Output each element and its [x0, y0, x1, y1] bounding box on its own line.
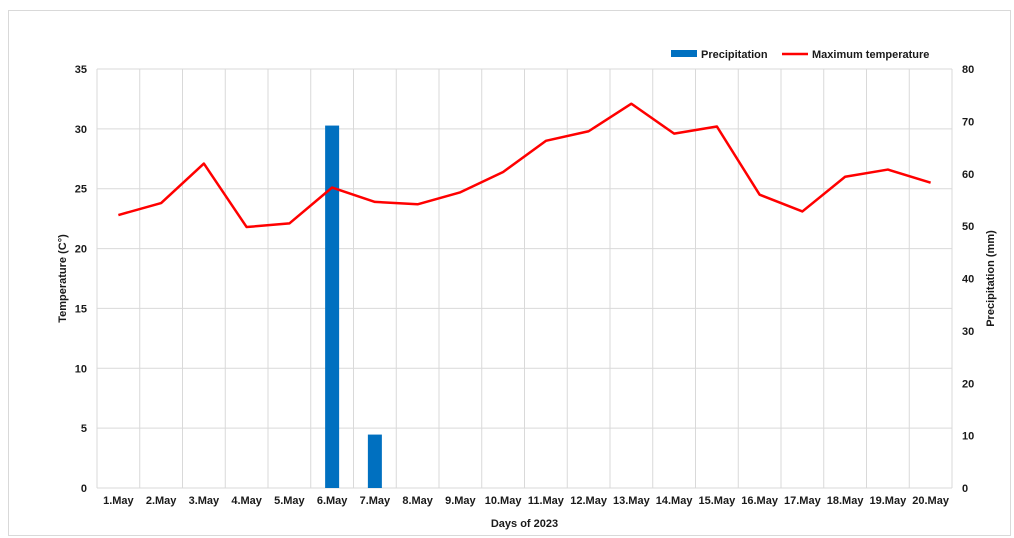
legend-swatch-precipitation	[671, 50, 697, 57]
left-y-tick-label: 35	[75, 64, 87, 76]
left-y-tick-label: 30	[75, 124, 87, 136]
left-y-tick-label: 15	[75, 303, 87, 315]
precipitation-bars	[325, 125, 382, 488]
left-y-axis-title: Temperature (C°)	[57, 234, 69, 323]
chart-frame: 0 5 10 15 20 25 30 35 0 10 20 30 40 50 60 70 80 1.May 2.…	[8, 10, 1011, 536]
x-tick-label: 18.May	[827, 495, 865, 507]
x-tick-label: 3.May	[189, 495, 220, 507]
right-y-tick-label: 20	[962, 378, 974, 390]
x-tick-label: 8.May	[402, 495, 433, 507]
right-y-tick-label: 40	[962, 274, 974, 286]
left-y-tick-label: 20	[75, 244, 87, 256]
x-axis-title: Days of 2023	[491, 518, 558, 530]
left-y-tick-label: 10	[75, 363, 87, 375]
left-y-axis: 0 5 10 15 20 25 30 35	[75, 64, 87, 495]
right-y-axis: 0 10 20 30 40 50 60 70 80	[962, 64, 974, 495]
right-y-axis-title: Precipitation (mm)	[985, 230, 997, 327]
x-tick-label: 2.May	[146, 495, 177, 507]
x-tick-label: 11.May	[528, 495, 565, 507]
x-tick-label: 15.May	[699, 495, 737, 507]
right-y-tick-label: 60	[962, 169, 974, 181]
x-tick-label: 19.May	[870, 495, 908, 507]
x-tick-label: 5.May	[274, 495, 305, 507]
left-y-tick-label: 25	[75, 184, 87, 196]
x-tick-label: 7.May	[360, 495, 391, 507]
right-y-tick-label: 0	[962, 483, 968, 495]
line-maximum-temperature	[118, 102, 931, 229]
x-tick-label: 20.May	[912, 495, 950, 507]
x-tick-label: 17.May	[784, 495, 822, 507]
bar-precipitation-6.May	[325, 125, 340, 488]
right-y-tick-label: 80	[962, 64, 974, 76]
temperature-line-layer	[118, 102, 931, 229]
legend: Precipitation Maximum temperature	[671, 49, 929, 61]
chart-canvas: 0 5 10 15 20 25 30 35 0 10 20 30 40 50 60 70 80 1.May 2.…	[57, 49, 997, 530]
right-y-tick-label: 50	[962, 221, 974, 233]
x-axis: 1.May 2.May 3.May 4.May 5.May 6.May 7.May 8.May…	[103, 495, 950, 507]
right-y-tick-label: 30	[962, 326, 974, 338]
legend-label-maximum-temperature: Maximum temperature	[812, 49, 929, 61]
bar-precipitation-7.May	[367, 434, 382, 488]
x-tick-label: 6.May	[317, 495, 348, 507]
x-tick-label: 13.May	[613, 495, 651, 507]
right-y-tick-label: 70	[962, 116, 974, 128]
x-tick-label: 10.May	[485, 495, 523, 507]
x-tick-label: 9.May	[445, 495, 476, 507]
legend-label-precipitation: Precipitation	[701, 49, 768, 61]
x-tick-label: 1.May	[103, 495, 134, 507]
x-tick-label: 12.May	[570, 495, 608, 507]
x-tick-label: 14.May	[656, 495, 694, 507]
grid-lines	[96, 68, 953, 489]
left-y-tick-label: 5	[81, 423, 87, 435]
right-y-tick-label: 10	[962, 431, 974, 443]
x-tick-label: 16.May	[741, 495, 779, 507]
x-tick-label: 4.May	[231, 495, 262, 507]
left-y-tick-label: 0	[81, 483, 87, 495]
